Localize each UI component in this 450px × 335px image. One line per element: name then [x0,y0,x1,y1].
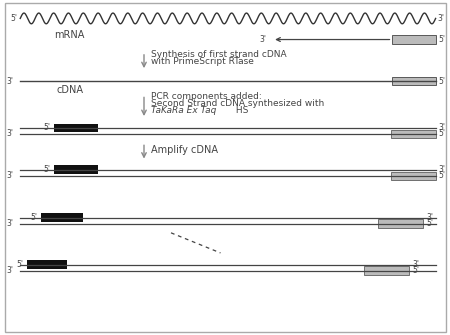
Text: 3': 3' [6,266,14,275]
Bar [391,130,436,138]
Text: 3': 3' [439,124,446,132]
Text: PCR components added:: PCR components added: [151,92,261,101]
Text: 3': 3' [439,165,446,174]
Text: TaKaRa Ex Taq: TaKaRa Ex Taq [151,107,216,115]
Text: 5': 5' [10,14,17,23]
Text: 5': 5' [439,35,446,44]
Text: 3': 3' [6,172,14,180]
Text: 5': 5' [30,213,37,222]
Text: cDNA: cDNA [56,85,83,95]
Bar [364,266,409,275]
Text: Amplify cDNA: Amplify cDNA [151,145,218,155]
Bar [54,165,98,174]
Text: 3': 3' [6,130,14,138]
Text: 3': 3' [427,213,434,222]
Text: 3': 3' [412,260,419,269]
Text: 3': 3' [260,35,267,44]
Bar [391,172,436,180]
Text: mRNA: mRNA [54,30,85,40]
Bar [392,35,436,44]
Text: 3': 3' [437,14,445,23]
Text: 3': 3' [6,219,14,228]
Text: 5': 5' [16,260,23,269]
Bar [392,77,436,85]
Text: 5': 5' [43,165,50,174]
Bar [27,260,67,269]
Text: Second Strand cDNA synthesized with: Second Strand cDNA synthesized with [151,99,324,108]
Text: Synthesis of first strand cDNA: Synthesis of first strand cDNA [151,51,286,59]
Text: 5': 5' [439,77,446,85]
Text: 5': 5' [427,219,434,228]
Bar [54,124,98,132]
Text: with PrimeScript RTase: with PrimeScript RTase [151,58,254,66]
Text: 5': 5' [43,124,50,132]
Text: HS: HS [233,107,248,115]
Text: 5': 5' [412,266,419,275]
Bar [378,219,423,228]
Text: 5': 5' [439,172,446,180]
Text: 3': 3' [6,77,14,85]
Bar [40,213,83,222]
Text: 5': 5' [439,130,446,138]
